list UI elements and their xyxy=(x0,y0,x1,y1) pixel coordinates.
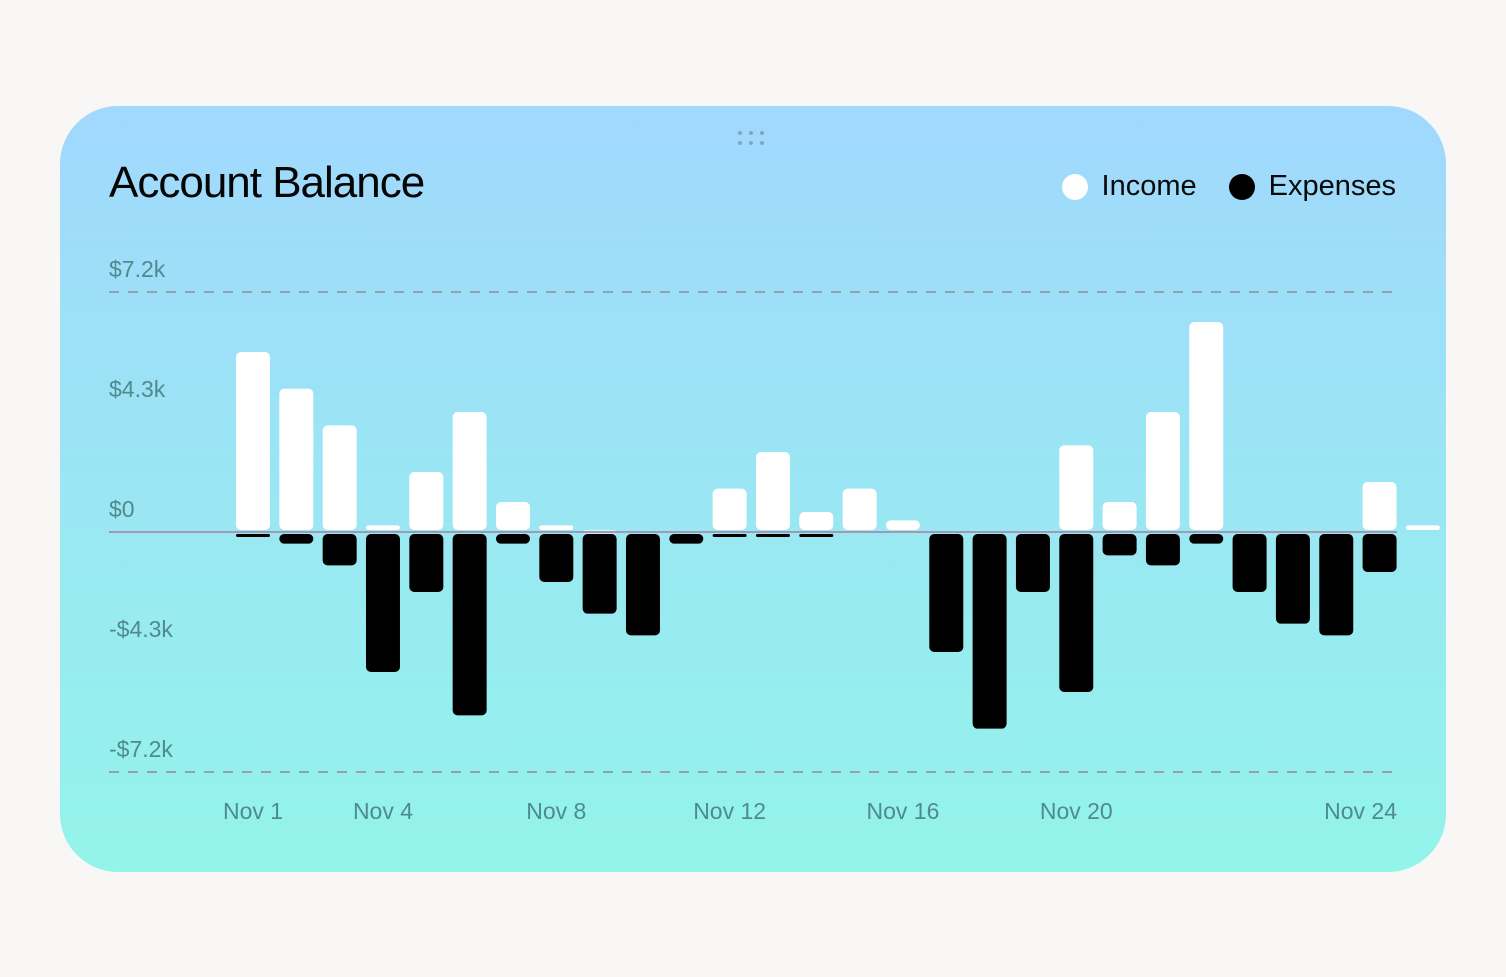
expense-bar-nov-21[interactable] xyxy=(1102,534,1137,556)
chart-legend: Income Expenses xyxy=(1061,170,1396,203)
income-dot-icon xyxy=(1061,173,1088,200)
y-tick-label: -$7.2k xyxy=(109,736,173,762)
income-bar-nov-5[interactable] xyxy=(409,472,444,530)
income-bar-nov-16[interactable] xyxy=(885,520,920,530)
y-tick-label: -$4.3k xyxy=(109,616,173,642)
income-bar-nov-8[interactable] xyxy=(539,525,574,530)
bar-chart: $7.2k $4.3k $0 -$4.3k -$7.2k Nov 1 Nov 4 Nov 8 N… xyxy=(109,256,1440,824)
expense-bar-nov-2[interactable] xyxy=(279,534,314,544)
income-bar-nov-14[interactable] xyxy=(799,512,834,530)
expense-bar-nov-5[interactable] xyxy=(409,534,444,592)
expense-bar-nov-1[interactable] xyxy=(236,534,270,537)
income-bar-nov-7[interactable] xyxy=(495,502,530,530)
expense-bar-nov-13[interactable] xyxy=(755,534,790,537)
expense-bar-nov-25[interactable] xyxy=(1275,534,1310,624)
x-tick-label: Nov 8 xyxy=(526,798,586,824)
expense-bar-nov-26[interactable] xyxy=(1319,534,1354,636)
expense-bar-nov-20[interactable] xyxy=(1059,534,1094,692)
expense-bar-nov-17[interactable] xyxy=(929,534,964,652)
x-tick-label: Nov 1 xyxy=(223,798,283,824)
expense-bar-nov-11[interactable] xyxy=(669,534,704,544)
x-tick-label: Nov 20 xyxy=(1040,798,1113,824)
legend-item-income[interactable]: Income xyxy=(1061,170,1197,203)
expense-bar-nov-24[interactable] xyxy=(1232,534,1267,592)
income-bar-nov-3[interactable] xyxy=(322,425,357,530)
income-bar-nov-13[interactable] xyxy=(755,452,790,530)
expense-bar-nov-7[interactable] xyxy=(495,534,530,544)
x-tick-label: Nov 24 xyxy=(1324,798,1397,824)
income-bar-nov-4[interactable] xyxy=(365,525,400,530)
income-bar-nov-20[interactable] xyxy=(1059,445,1094,530)
expense-bar-nov-6[interactable] xyxy=(452,534,487,716)
expense-bar-nov-9[interactable] xyxy=(582,534,617,614)
income-bar-nov-12[interactable] xyxy=(712,488,747,530)
expense-bar-nov-14[interactable] xyxy=(799,534,834,537)
income-bar-nov-22[interactable] xyxy=(1145,412,1180,530)
expense-bar-nov-4[interactable] xyxy=(365,534,400,672)
expense-bar-nov-3[interactable] xyxy=(322,534,357,566)
expense-bar-nov-12[interactable] xyxy=(712,534,747,537)
expense-bar-nov-27[interactable] xyxy=(1362,534,1397,572)
y-tick-label: $7.2k xyxy=(109,256,166,282)
x-tick-label: Nov 12 xyxy=(693,798,766,824)
income-bar-nov-15[interactable] xyxy=(842,488,877,530)
y-tick-label: $4.3k xyxy=(109,376,166,402)
expense-bar-nov-10[interactable] xyxy=(625,534,660,636)
expense-bar-nov-19[interactable] xyxy=(1015,534,1050,592)
expense-bar-nov-22[interactable] xyxy=(1145,534,1180,566)
legend-item-expenses[interactable]: Expenses xyxy=(1228,170,1396,203)
x-tick-label: Nov 16 xyxy=(867,798,940,824)
legend-label-expenses: Expenses xyxy=(1268,170,1396,202)
income-bar-nov-1[interactable] xyxy=(236,352,270,530)
legend-label-income: Income xyxy=(1101,170,1197,202)
income-bar-nov-2[interactable] xyxy=(279,388,314,530)
x-tick-label: Nov 4 xyxy=(353,798,413,824)
expense-bar-nov-23[interactable] xyxy=(1189,534,1224,544)
expense-bar-nov-8[interactable] xyxy=(539,534,574,582)
chart-title: Account Balance xyxy=(109,158,425,207)
income-bar-nov-27[interactable] xyxy=(1362,482,1397,530)
expense-bar-nov-18[interactable] xyxy=(972,534,1007,729)
income-bar-nov-6[interactable] xyxy=(452,412,487,530)
income-bar-nov-23[interactable] xyxy=(1189,322,1224,530)
account-balance-card: Account Balance Income Expenses $7.2k $4.… xyxy=(60,106,1446,872)
expenses-dot-icon xyxy=(1228,173,1255,200)
drag-handle-icon[interactable] xyxy=(738,131,770,147)
income-bar-nov-28[interactable] xyxy=(1405,525,1440,530)
income-bar-nov-21[interactable] xyxy=(1102,502,1137,530)
y-tick-label: $0 xyxy=(109,496,135,522)
